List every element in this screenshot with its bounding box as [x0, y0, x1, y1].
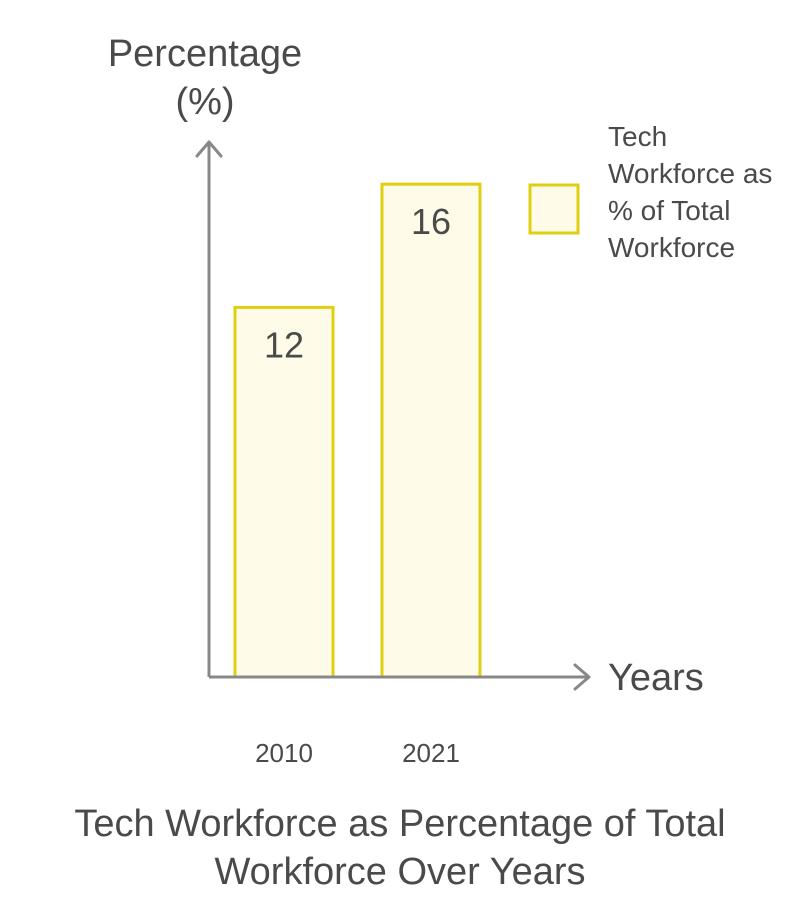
y-axis-arrow-icon: [195, 140, 223, 158]
bars-group: [233, 182, 482, 679]
bar-value-label-2010: 12: [264, 324, 304, 365]
x-tick-label-2010: 2010: [255, 738, 313, 768]
x-tick-label-2021: 2021: [402, 738, 460, 768]
axes-group: [195, 140, 591, 691]
bar-value-label-2021: 16: [411, 201, 451, 242]
x-axis-arrow-icon: [573, 663, 591, 691]
y-axis-label: Percentage (%): [107, 33, 303, 123]
chart-title: Tech Workforce as Percentage of Total Wo…: [74, 803, 726, 893]
labels-group: 12 2010 16 2021: [255, 201, 460, 768]
bar-2021: [380, 182, 482, 679]
legend-label: Tech Workforce as % of Total Workforce: [608, 121, 773, 263]
x-axis-label: Years: [608, 657, 704, 699]
legend-swatch: [528, 183, 580, 235]
